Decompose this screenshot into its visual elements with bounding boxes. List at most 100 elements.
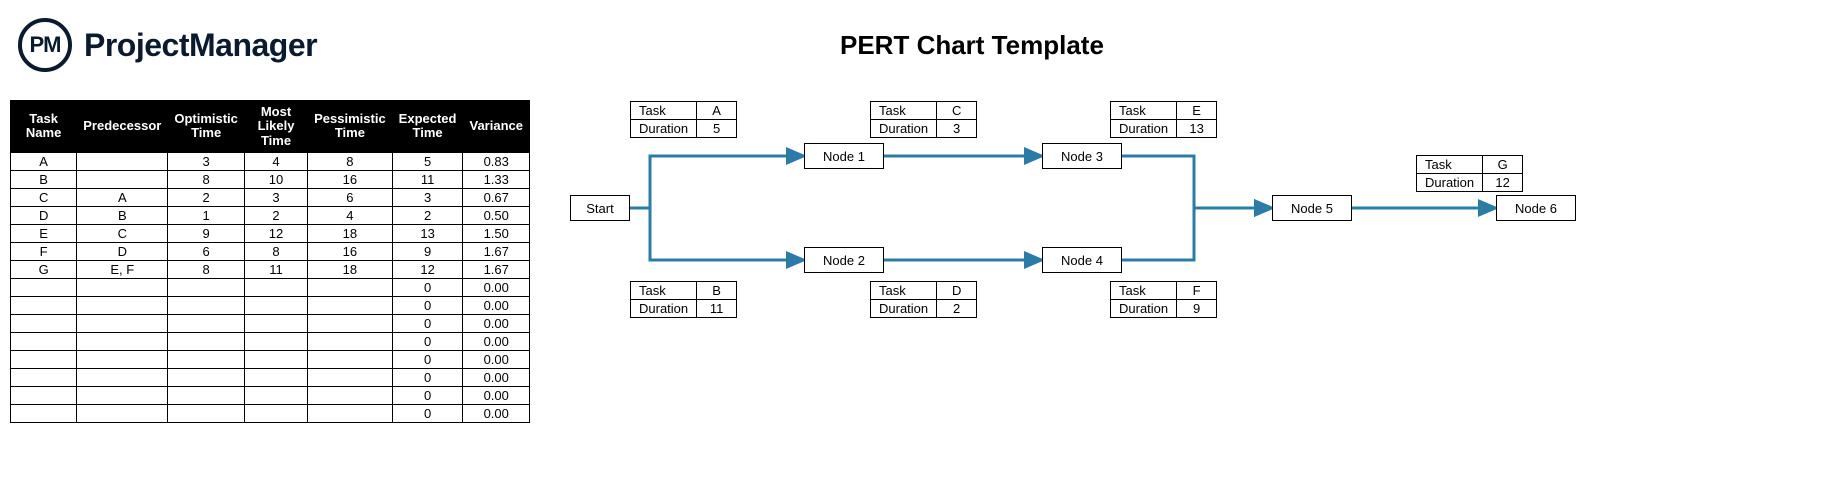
info-value: B: [697, 282, 737, 300]
table-cell: [77, 404, 168, 422]
flow-edge: [630, 156, 804, 208]
table-cell: 10: [244, 170, 307, 188]
table-cell: D: [11, 206, 77, 224]
table-cell: [168, 314, 245, 332]
col-header: ExpectedTime: [392, 101, 463, 153]
task-table: Task NamePredecessorOptimisticTimeMost L…: [10, 100, 530, 423]
task-info-box: TaskFDuration9: [1110, 281, 1217, 318]
info-value: 9: [1177, 300, 1217, 318]
table-cell: 0: [392, 386, 463, 404]
col-header: Task Name: [11, 101, 77, 153]
logo-badge: PM: [18, 18, 72, 72]
table-cell: [244, 314, 307, 332]
table-row: 00.00: [11, 296, 530, 314]
table-row: 00.00: [11, 386, 530, 404]
table-row: GE, F81118121.67: [11, 260, 530, 278]
table-cell: 1.50: [463, 224, 530, 242]
task-info-box: TaskADuration5: [630, 101, 737, 138]
col-header: Predecessor: [77, 101, 168, 153]
pert-diagram: StartNode 1Node 2Node 3Node 4Node 5Node …: [570, 95, 1810, 375]
info-label: Task: [631, 102, 697, 120]
table-cell: B: [11, 170, 77, 188]
info-label: Duration: [1417, 174, 1483, 192]
table-row: FD681691.67: [11, 242, 530, 260]
flow-node: Node 4: [1042, 247, 1122, 273]
table-cell: [244, 404, 307, 422]
info-value: F: [1177, 282, 1217, 300]
table-cell: [77, 296, 168, 314]
table-cell: [244, 368, 307, 386]
flow-node: Node 5: [1272, 195, 1352, 221]
table-cell: [308, 278, 393, 296]
table-cell: [11, 404, 77, 422]
info-label: Task: [631, 282, 697, 300]
table-cell: [11, 314, 77, 332]
table-cell: [308, 368, 393, 386]
table-cell: 12: [392, 260, 463, 278]
table-cell: [168, 386, 245, 404]
table-cell: 1: [168, 206, 245, 224]
info-label: Duration: [871, 120, 937, 138]
info-value: G: [1483, 156, 1523, 174]
table-cell: 8: [168, 260, 245, 278]
table-cell: [77, 314, 168, 332]
table-cell: [308, 404, 393, 422]
table-row: 00.00: [11, 314, 530, 332]
table-row: B81016111.33: [11, 170, 530, 188]
table-cell: 6: [308, 188, 393, 206]
table-cell: 18: [308, 224, 393, 242]
info-value: 5: [697, 120, 737, 138]
table-cell: [77, 386, 168, 404]
info-label: Duration: [1111, 120, 1177, 138]
info-value: 13: [1177, 120, 1217, 138]
info-value: 12: [1483, 174, 1523, 192]
info-value: C: [937, 102, 977, 120]
table-cell: D: [77, 242, 168, 260]
table-cell: [308, 314, 393, 332]
flow-node: Node 3: [1042, 143, 1122, 169]
table-cell: 0.00: [463, 368, 530, 386]
table-cell: 8: [308, 152, 393, 170]
table-cell: 0.50: [463, 206, 530, 224]
table-cell: 0.00: [463, 386, 530, 404]
table-cell: 11: [244, 260, 307, 278]
info-label: Duration: [631, 120, 697, 138]
table-cell: 6: [168, 242, 245, 260]
table-cell: 8: [168, 170, 245, 188]
table-cell: F: [11, 242, 77, 260]
table-cell: 16: [308, 170, 393, 188]
flow-edge: [630, 208, 804, 260]
table-cell: [168, 404, 245, 422]
table-cell: [308, 296, 393, 314]
table-cell: [244, 332, 307, 350]
table-cell: C: [77, 224, 168, 242]
table-cell: 0: [392, 368, 463, 386]
info-label: Task: [1111, 102, 1177, 120]
table-cell: 0.00: [463, 332, 530, 350]
table-cell: [77, 332, 168, 350]
info-label: Task: [1111, 282, 1177, 300]
table-row: 00.00: [11, 350, 530, 368]
table-cell: 0.00: [463, 278, 530, 296]
table-cell: [77, 170, 168, 188]
table-cell: 4: [308, 206, 393, 224]
table-cell: 0.83: [463, 152, 530, 170]
table-cell: 0.00: [463, 404, 530, 422]
table-cell: 8: [244, 242, 307, 260]
info-label: Task: [1417, 156, 1483, 174]
page-title: PERT Chart Template: [840, 30, 1104, 61]
table-row: DB12420.50: [11, 206, 530, 224]
table-cell: 9: [392, 242, 463, 260]
table-cell: 18: [308, 260, 393, 278]
table-cell: 0: [392, 332, 463, 350]
table-cell: [308, 332, 393, 350]
flow-node: Node 2: [804, 247, 884, 273]
flow-node: Node 6: [1496, 195, 1576, 221]
table-cell: 16: [308, 242, 393, 260]
info-value: 2: [937, 300, 977, 318]
task-info-box: TaskBDuration11: [630, 281, 737, 318]
info-value: 3: [937, 120, 977, 138]
flow-edge: [1122, 208, 1272, 260]
table-cell: [11, 350, 77, 368]
col-header: Variance: [463, 101, 530, 153]
